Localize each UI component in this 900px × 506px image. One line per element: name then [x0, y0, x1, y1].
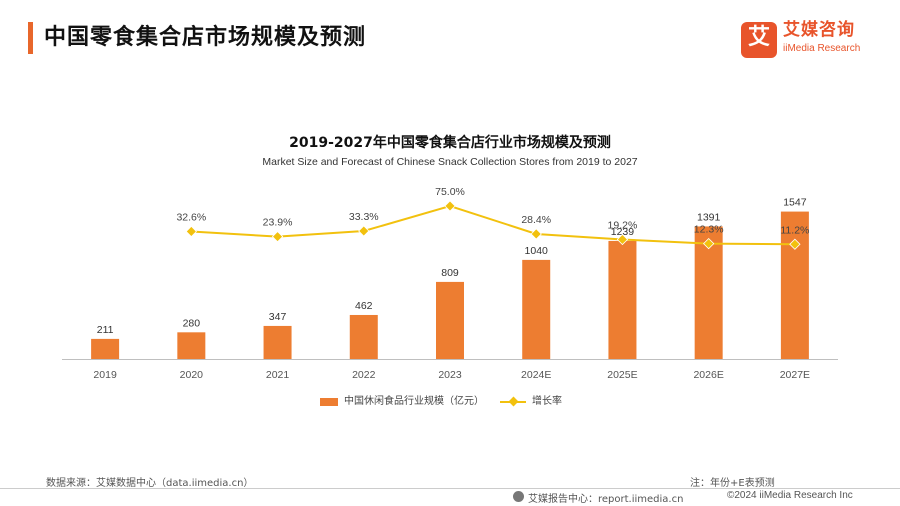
bar-2027E [780, 211, 809, 359]
growth-rate-label: 11.2% [780, 224, 809, 236]
growth-point-2025E [616, 233, 629, 246]
copyright: ©2024 iiMedia Research Inc [727, 490, 853, 501]
report-center-icon [513, 491, 524, 502]
growth-rate-label: 28.4% [521, 214, 551, 226]
bar-2020 [177, 332, 206, 359]
bar-value-label: 1239 [611, 226, 635, 238]
growth-rate-label: 19.2% [608, 219, 638, 231]
x-tick-label: 2025E [607, 369, 637, 381]
page-title: 中国零食集合店市场规模及预测 [44, 25, 367, 50]
bar-value-label: 1547 [783, 197, 807, 209]
bar-value-label: 211 [97, 324, 114, 336]
growth-rate-label: 12.3% [694, 224, 724, 236]
data-source: 数据来源：艾媒数据中心（data.iimedia.cn） [46, 478, 254, 489]
title-accent-bar [28, 22, 33, 54]
bar-value-label: 1391 [697, 211, 721, 223]
growth-rate-line [191, 204, 795, 246]
x-tick-label: 2019 [93, 369, 117, 381]
footer-divider [0, 488, 900, 489]
bar-value-label: 347 [269, 311, 287, 323]
bar-value-label: 462 [355, 300, 373, 312]
chart-legend: 中国休闲食品行业规模（亿元） 增长率 [0, 394, 900, 410]
report-center-link[interactable]: 艾媒报告中心：report.iimedia.cn [528, 494, 684, 505]
x-tick-label: 2020 [180, 369, 204, 381]
x-tick-label: 2021 [266, 369, 290, 381]
iimedia-logo: 艾 艾媒咨询 iiMedia Research [741, 20, 881, 60]
bar-value-label: 809 [441, 267, 459, 279]
growth-rate-label: 32.6% [176, 211, 206, 223]
logo-glyph: 艾 [747, 25, 770, 50]
bar-2023 [436, 281, 464, 359]
growth-point-2022 [358, 225, 370, 237]
bar-value-label: 280 [183, 317, 201, 329]
growth-rate-label: 33.3% [349, 211, 379, 223]
logo-cn-text: 艾媒咨询 [783, 20, 855, 40]
legend-bar-swatch [320, 398, 338, 406]
legend-bar-label: 中国休闲食品行业规模（亿元） [344, 396, 484, 407]
growth-rate-label: 23.9% [263, 217, 293, 229]
chart-title: 2019-2027年中国零食集合店行业市场规模及预测 [289, 135, 611, 151]
growth-point-2021 [271, 231, 284, 243]
logo-en-text: iiMedia Research [783, 43, 861, 54]
growth-point-2020 [185, 225, 197, 238]
x-tick-label: 2024E [521, 369, 551, 381]
bar-2021 [263, 325, 292, 359]
x-tick-label: 2026E [693, 369, 723, 381]
legend-line-marker [508, 396, 519, 407]
bar-2025E [608, 240, 637, 359]
bar-2024E [522, 259, 551, 359]
growth-point-2024E [530, 228, 542, 240]
bar-2019 [91, 338, 120, 359]
bar-2022 [349, 314, 378, 359]
logo-icon [741, 22, 777, 58]
legend-line-label: 增长率 [532, 396, 562, 407]
x-tick-label: 2022 [352, 369, 376, 381]
x-tick-label: 2023 [438, 369, 462, 381]
bar-value-label: 1040 [525, 245, 549, 257]
chart-subtitle: Market Size and Forecast of Chinese Snac… [262, 156, 638, 168]
growth-point-2026E [703, 237, 715, 250]
growth-point-2027E [789, 238, 801, 250]
growth-rate-label: 75.0% [435, 186, 465, 198]
forecast-note: 注：年份+E表预测 [690, 478, 775, 489]
x-tick-label: 2027E [780, 369, 810, 381]
growth-point-2023 [444, 200, 456, 212]
